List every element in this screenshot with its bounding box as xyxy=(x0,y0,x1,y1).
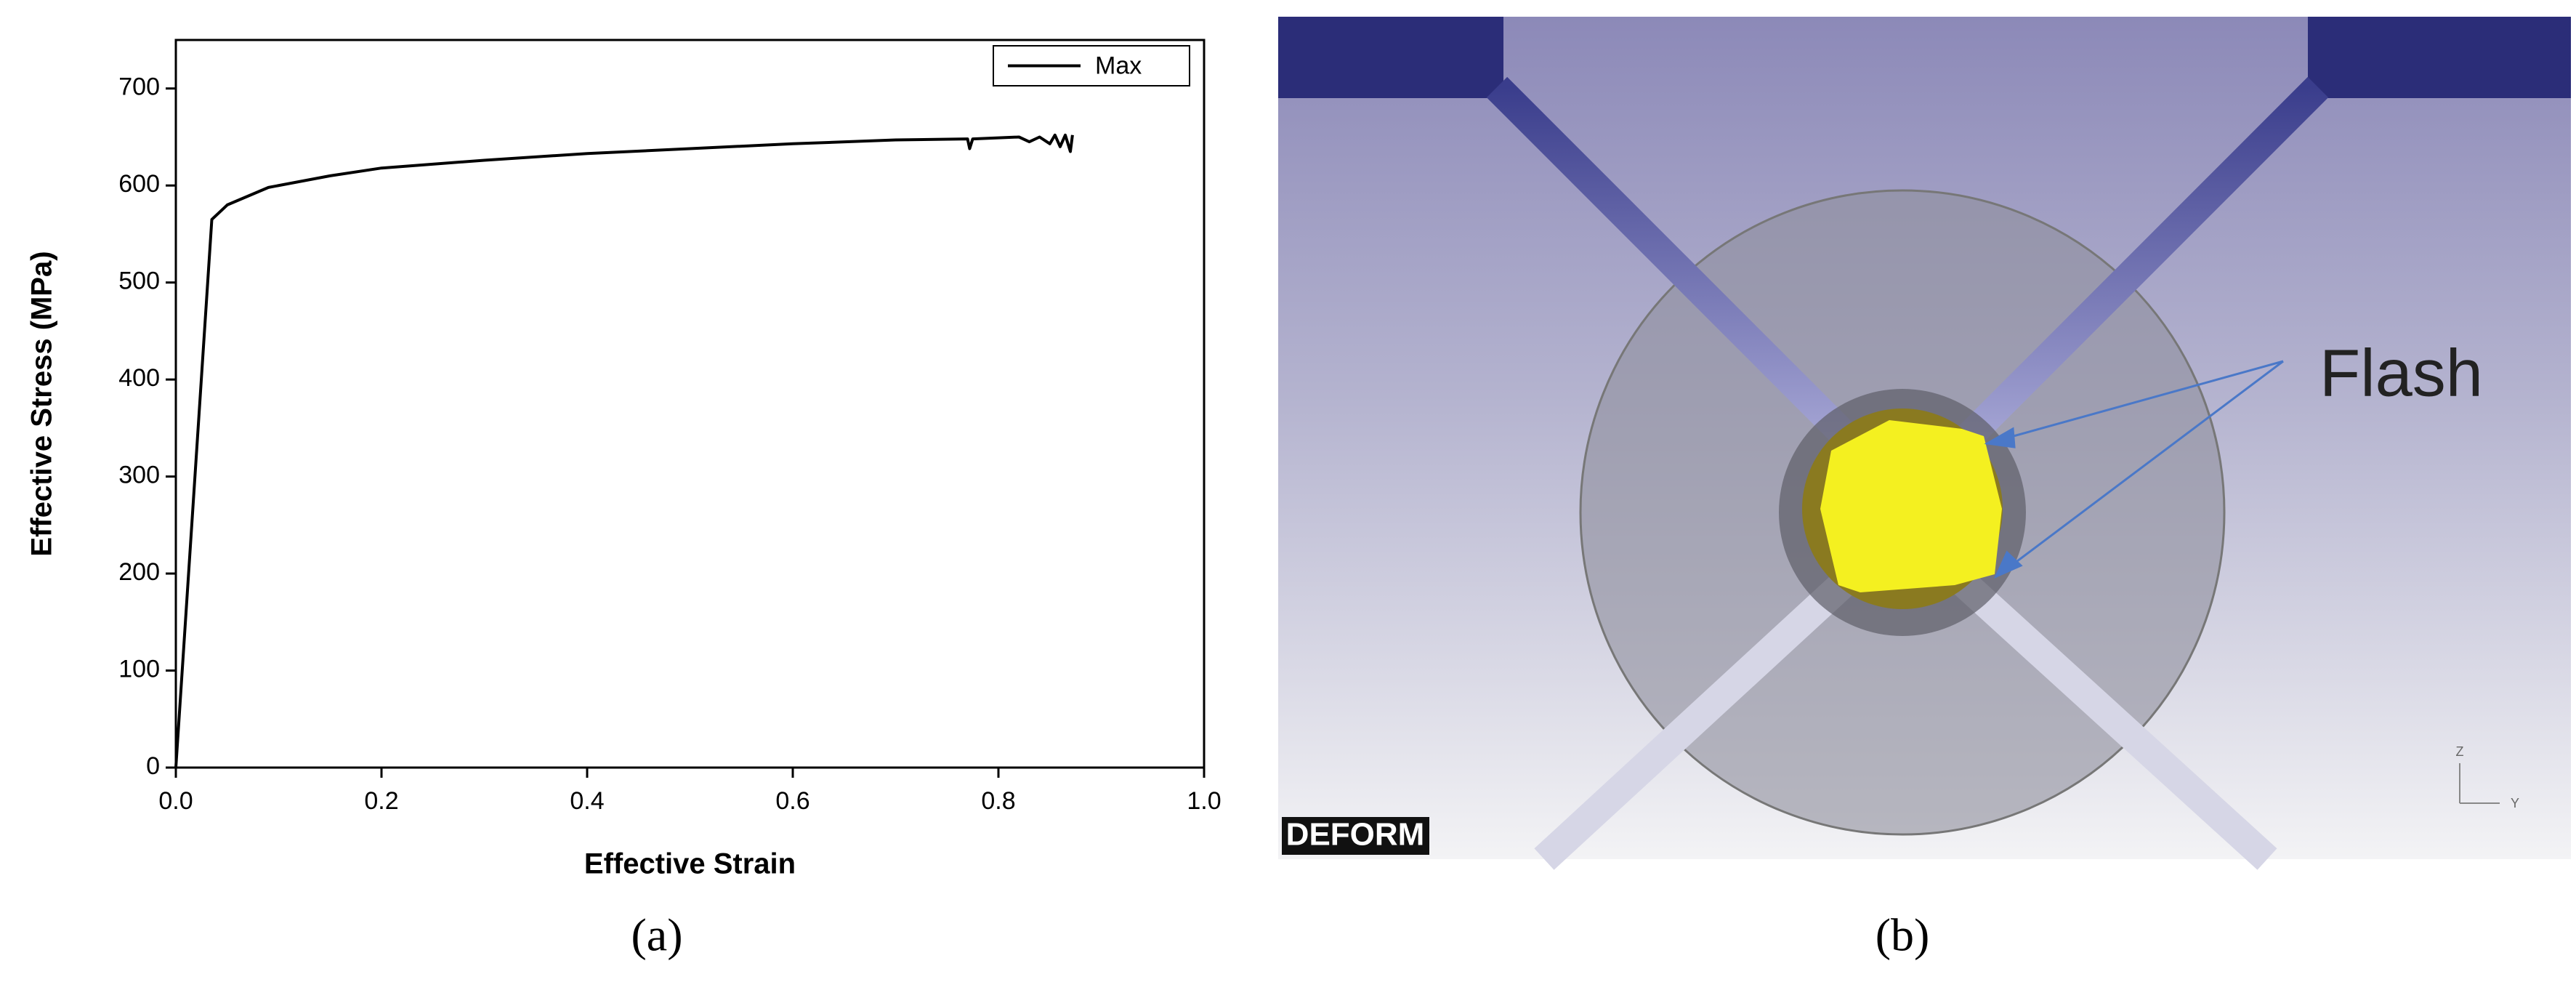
die xyxy=(2308,17,2571,98)
y-tick-label: 700 xyxy=(118,73,160,101)
logo: DEFORM xyxy=(1286,817,1425,853)
plot-frame xyxy=(174,39,1206,769)
y-tick-label: 0 xyxy=(146,752,160,780)
y-tick-label: 300 xyxy=(118,462,160,489)
y-axis-label: Effective Stress (MPa) xyxy=(26,251,58,556)
x-tick-label: 0.0 xyxy=(158,787,193,815)
die xyxy=(1278,17,1503,98)
x-tick-label: 0.8 xyxy=(981,787,1015,815)
x-tick-label: 0.2 xyxy=(364,787,398,815)
y-tick-label: 200 xyxy=(118,558,160,586)
axis-label: Y xyxy=(2511,796,2519,810)
annotation: Flash xyxy=(2319,336,2483,410)
data-line xyxy=(174,133,1074,768)
channel xyxy=(1534,571,1856,870)
channel xyxy=(1944,76,2329,462)
channel xyxy=(1952,571,2277,870)
arrows xyxy=(1984,360,2284,579)
x-tick-label: 1.0 xyxy=(1187,787,1221,815)
channel xyxy=(1486,76,1871,462)
axis-label: Z xyxy=(2456,744,2464,759)
x-tick-label: 0.4 xyxy=(570,787,604,815)
simulation-image: Flash DEFORM Z Y xyxy=(1278,17,2571,870)
y-tick-label: 600 xyxy=(118,170,160,198)
caption: (b) xyxy=(1876,909,1930,961)
y-tick-label: 100 xyxy=(118,656,160,683)
x-tick-label: 0.6 xyxy=(775,787,809,815)
legend-label: Max xyxy=(1095,52,1142,79)
axis-triad xyxy=(2459,763,2500,804)
caption: (a) xyxy=(631,909,682,961)
y-tick-label: 500 xyxy=(118,267,160,295)
x-axis-label: Effective Strain xyxy=(584,848,796,880)
y-tick-label: 400 xyxy=(118,364,160,392)
logo-box xyxy=(1282,817,1429,855)
workpiece xyxy=(1820,420,2002,592)
